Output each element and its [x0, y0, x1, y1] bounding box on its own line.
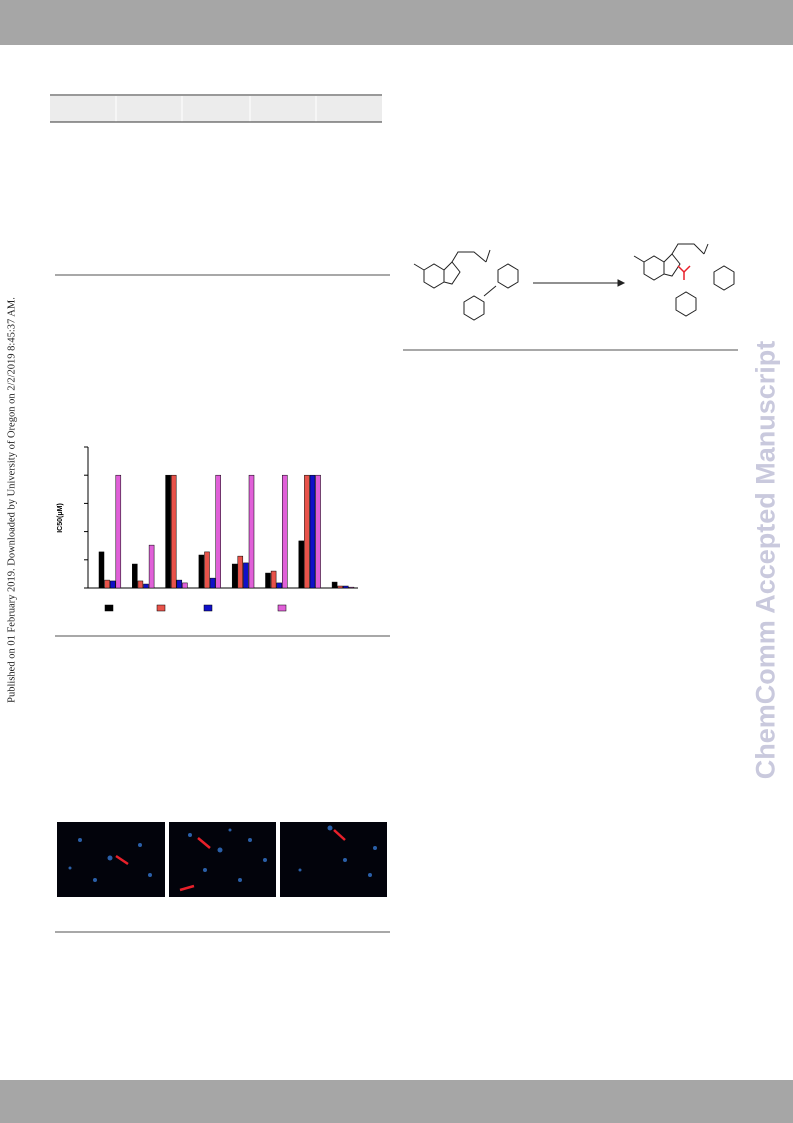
bar — [237, 555, 244, 589]
bar — [231, 563, 238, 589]
bar — [98, 551, 105, 589]
bar-chart: IC50(μM) — [57, 446, 358, 612]
bar — [165, 474, 171, 589]
reaction-scheme — [413, 243, 735, 321]
bar — [104, 579, 110, 589]
bar — [282, 474, 288, 589]
y-axis-label: IC50(μM) — [57, 503, 64, 533]
bar — [331, 581, 338, 589]
section-rules — [55, 274, 738, 933]
bar — [115, 474, 122, 589]
bar — [276, 582, 282, 589]
bar — [309, 474, 316, 589]
bar — [243, 562, 249, 589]
highlight-bonds — [677, 265, 691, 280]
bar — [209, 577, 216, 589]
footer-band — [0, 1080, 793, 1123]
bar — [248, 474, 255, 589]
bar — [315, 474, 321, 589]
bar — [337, 585, 343, 589]
bar — [204, 551, 210, 589]
bar — [176, 579, 183, 589]
legend-swatch — [203, 604, 213, 612]
legend-swatch — [277, 604, 287, 612]
bar — [348, 586, 355, 589]
table-separators — [115, 96, 317, 122]
bar — [143, 583, 149, 589]
legend-swatch — [104, 604, 114, 612]
bar — [304, 474, 310, 589]
header-band — [0, 0, 793, 45]
bar — [270, 570, 277, 589]
bar — [137, 580, 144, 589]
bar — [109, 580, 116, 589]
bar — [298, 540, 305, 589]
bar — [170, 474, 177, 589]
bar — [182, 582, 188, 589]
table-header — [50, 96, 382, 122]
bar — [343, 585, 349, 589]
bar — [132, 563, 138, 589]
bar — [148, 544, 155, 589]
micrographs — [57, 822, 387, 897]
legend-swatch — [156, 604, 166, 612]
bar — [198, 554, 205, 589]
bar — [215, 474, 221, 589]
bar — [265, 572, 271, 589]
